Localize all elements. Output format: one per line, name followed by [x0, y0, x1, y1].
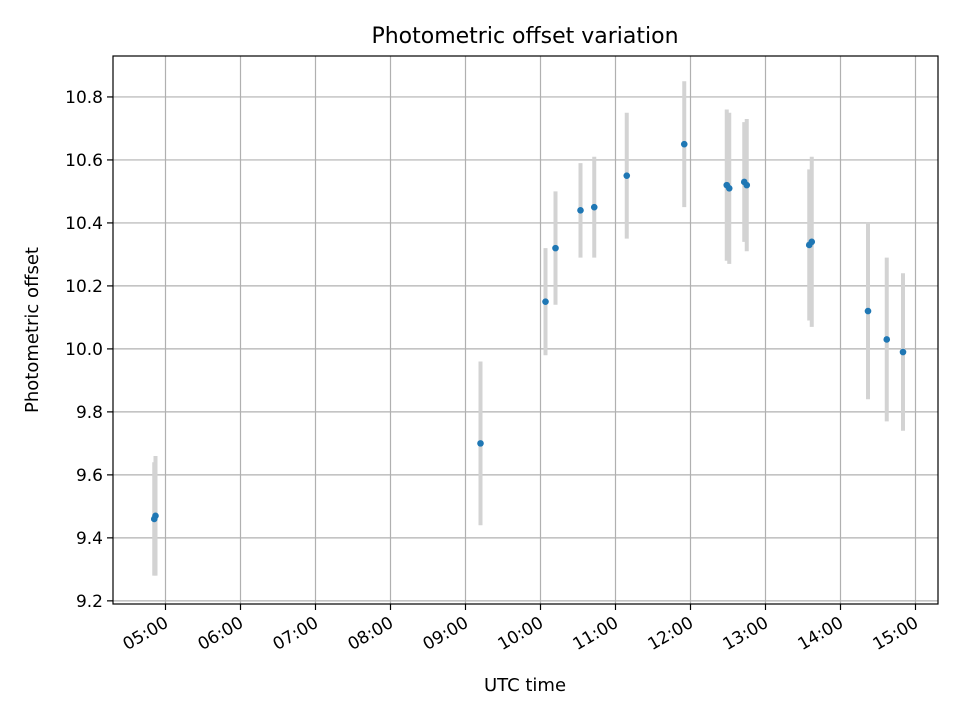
x-axis-label: UTC time [484, 675, 566, 696]
data-point [552, 244, 559, 252]
grid-layer [113, 56, 938, 604]
data-point [743, 181, 751, 189]
tick-layer: 05:00 06:00 07:00 08:00 09:00 10:00 11:00 12:00… [65, 88, 922, 655]
y-tick-label: 9.2 [76, 592, 103, 612]
x-tick-label: 15:00 [870, 613, 922, 655]
y-axis-label: Photometric offset [22, 247, 43, 413]
x-tick-label: 14:00 [795, 613, 847, 655]
y-tick-label: 10.0 [65, 340, 103, 360]
data-point [623, 172, 631, 179]
data-point [883, 336, 891, 343]
data-point [680, 140, 688, 148]
y-tick-label: 10.6 [65, 151, 103, 171]
y-tick-label: 9.4 [76, 529, 103, 549]
x-tick-label: 05:00 [120, 613, 172, 655]
x-tick-label: 07:00 [270, 613, 322, 655]
x-tick-label: 11:00 [570, 613, 622, 655]
y-tick-label: 10.2 [65, 277, 103, 297]
y-tick-label: 9.6 [76, 466, 103, 486]
chart-title: Photometric offset variation [371, 24, 678, 49]
x-tick-label: 13:00 [720, 613, 772, 655]
x-tick-label: 08:00 [345, 613, 397, 655]
data-point [590, 203, 598, 211]
data-point [864, 307, 872, 315]
y-tick-label: 9.8 [76, 403, 103, 423]
x-tick-label: 12:00 [645, 613, 697, 655]
y-tick-label: 10.8 [65, 88, 103, 108]
data-point [577, 207, 584, 214]
x-tick-label: 09:00 [420, 613, 472, 655]
x-tick-label: 06:00 [195, 613, 247, 655]
data-point [725, 184, 733, 192]
y-tick-label: 10.4 [65, 214, 103, 234]
x-tick-label: 10:00 [495, 613, 547, 655]
data-point [808, 238, 816, 246]
data-point [150, 515, 158, 523]
plot-frame [112, 55, 939, 605]
data-point [542, 298, 549, 305]
data-point [899, 348, 907, 356]
data-point [477, 440, 484, 447]
point-layer [150, 140, 907, 523]
errorbar-layer [152, 81, 905, 576]
